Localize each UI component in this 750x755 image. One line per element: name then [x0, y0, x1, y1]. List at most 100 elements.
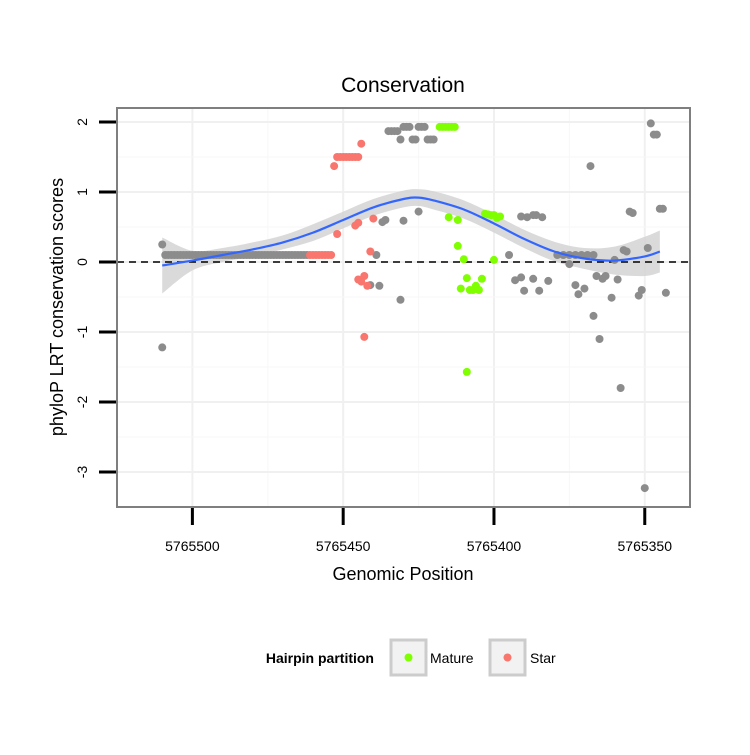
y-tick-label: 0	[74, 258, 90, 266]
y-tick-label: 2	[74, 118, 90, 126]
y-tick-label: -3	[74, 466, 90, 479]
x-axis: 5765500 5765450 5765400 5765350	[165, 508, 672, 554]
point-star	[306, 251, 315, 259]
smooth-line-group	[162, 196, 661, 267]
y-tick-label: -1	[74, 326, 90, 339]
point-other	[565, 260, 574, 269]
legend-dot-star	[503, 653, 512, 662]
point-star	[357, 139, 366, 148]
point-other	[592, 272, 601, 280]
x-tick-label: 5765350	[618, 538, 673, 554]
point-other	[372, 251, 381, 259]
x-axis-label: Genomic Position	[332, 564, 473, 584]
data-points	[158, 119, 670, 493]
point-star	[369, 214, 378, 223]
point-other	[640, 484, 649, 493]
point-other	[393, 127, 402, 136]
point-other	[661, 288, 670, 297]
point-other	[158, 343, 167, 352]
point-other	[658, 204, 667, 213]
x-tick-label: 5765450	[316, 538, 371, 554]
point-other	[607, 293, 616, 302]
point-other	[532, 211, 541, 220]
point-other	[613, 275, 622, 284]
x-tick-label: 5765500	[165, 538, 220, 554]
point-other	[580, 284, 589, 293]
x-tick-label: 5765400	[467, 538, 522, 554]
point-other	[616, 384, 625, 392]
point-other	[589, 251, 598, 259]
point-other	[511, 276, 520, 285]
point-other	[517, 212, 526, 221]
point-other	[583, 251, 592, 259]
point-other	[399, 216, 408, 225]
smooth-line	[162, 196, 661, 267]
point-mature	[444, 213, 453, 222]
point-other	[544, 276, 553, 285]
point-mature	[474, 286, 483, 294]
point-star	[366, 247, 375, 256]
point-other	[396, 135, 405, 144]
chart-title: Conservation	[341, 74, 465, 97]
confidence-band-area	[162, 189, 660, 294]
legend-dot-mature	[404, 653, 413, 662]
point-other	[601, 272, 610, 280]
point-other	[535, 286, 544, 295]
point-other	[381, 216, 390, 224]
legend-entry-mature: Mature	[389, 638, 474, 677]
y-tick-label: -2	[74, 396, 90, 409]
point-other	[405, 122, 414, 131]
point-other	[396, 295, 405, 304]
point-mature	[489, 255, 498, 264]
point-star	[360, 272, 369, 280]
point-other	[574, 290, 583, 299]
point-other	[637, 286, 646, 294]
point-star	[363, 281, 372, 290]
point-other	[646, 119, 655, 128]
point-other	[158, 240, 167, 249]
point-other	[595, 335, 604, 343]
point-mature	[462, 274, 471, 283]
point-mature	[453, 241, 462, 250]
point-star	[354, 218, 363, 227]
point-mature	[459, 255, 468, 264]
y-tick-label: 1	[74, 188, 90, 196]
point-mature	[462, 367, 471, 376]
point-other	[411, 135, 420, 144]
point-mature	[453, 216, 462, 224]
point-other	[375, 281, 384, 290]
point-star	[333, 230, 342, 238]
point-other	[529, 274, 538, 283]
y-axis-label: phyloP LRT conservation scores	[47, 178, 67, 436]
legend-title: Hairpin partition	[266, 650, 374, 666]
legend: Hairpin partition Mature Star	[266, 638, 556, 677]
point-star	[360, 332, 369, 341]
point-other	[517, 273, 526, 282]
point-other	[523, 213, 532, 222]
point-star	[354, 153, 363, 161]
legend-label-mature: Mature	[430, 650, 474, 666]
point-star	[330, 162, 339, 171]
point-mature	[496, 212, 505, 221]
legend-entry-star: Star	[488, 638, 556, 677]
point-other	[520, 286, 529, 295]
legend-label-star: Star	[530, 650, 556, 666]
point-other	[589, 311, 598, 320]
point-other	[429, 135, 438, 144]
y-axis: -3 -2 -1 0 1 2	[74, 118, 116, 478]
point-other	[505, 251, 514, 259]
panel-border	[116, 107, 691, 508]
point-other	[643, 244, 652, 252]
point-mature	[456, 284, 465, 293]
point-mature	[450, 122, 459, 131]
point-other	[586, 162, 595, 171]
point-other	[622, 247, 631, 256]
point-other	[652, 130, 661, 139]
point-other	[571, 281, 580, 290]
point-other	[420, 122, 429, 131]
confidence-band	[162, 189, 660, 294]
point-mature	[477, 274, 486, 283]
point-other	[538, 213, 547, 222]
